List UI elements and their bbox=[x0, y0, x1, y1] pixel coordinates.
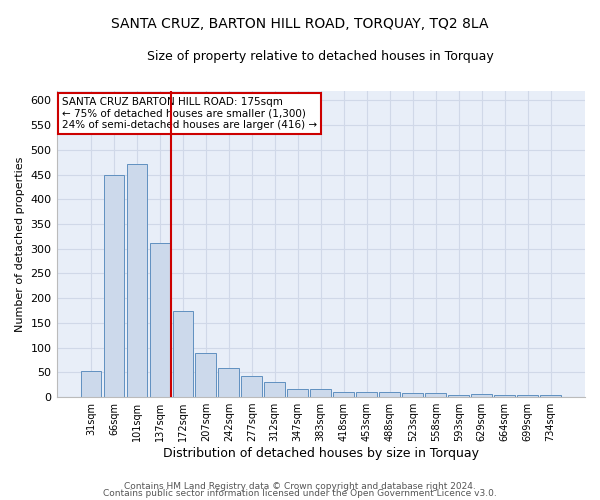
Bar bbox=[472, 394, 492, 397]
Bar bbox=[334, 392, 354, 397]
Text: SANTA CRUZ, BARTON HILL ROAD, TORQUAY, TQ2 8LA: SANTA CRUZ, BARTON HILL ROAD, TORQUAY, T… bbox=[111, 18, 489, 32]
X-axis label: Distribution of detached houses by size in Torquay: Distribution of detached houses by size … bbox=[163, 447, 479, 460]
Bar bbox=[448, 395, 469, 397]
Bar bbox=[540, 394, 561, 397]
Bar bbox=[425, 393, 446, 397]
Bar bbox=[196, 352, 216, 397]
Bar bbox=[494, 395, 515, 397]
Bar bbox=[287, 389, 308, 397]
Bar bbox=[173, 310, 193, 397]
Bar bbox=[80, 371, 101, 397]
Bar bbox=[241, 376, 262, 397]
Bar bbox=[104, 174, 124, 397]
Bar bbox=[356, 392, 377, 397]
Title: Size of property relative to detached houses in Torquay: Size of property relative to detached ho… bbox=[148, 50, 494, 63]
Text: Contains public sector information licensed under the Open Government Licence v3: Contains public sector information licen… bbox=[103, 488, 497, 498]
Bar bbox=[517, 395, 538, 397]
Bar bbox=[127, 164, 147, 397]
Bar bbox=[310, 389, 331, 397]
Bar bbox=[379, 392, 400, 397]
Text: Contains HM Land Registry data © Crown copyright and database right 2024.: Contains HM Land Registry data © Crown c… bbox=[124, 482, 476, 491]
Bar bbox=[149, 243, 170, 397]
Bar bbox=[218, 368, 239, 397]
Bar bbox=[265, 382, 285, 397]
Y-axis label: Number of detached properties: Number of detached properties bbox=[15, 156, 25, 332]
Bar bbox=[403, 393, 423, 397]
Text: SANTA CRUZ BARTON HILL ROAD: 175sqm
← 75% of detached houses are smaller (1,300): SANTA CRUZ BARTON HILL ROAD: 175sqm ← 75… bbox=[62, 96, 317, 130]
